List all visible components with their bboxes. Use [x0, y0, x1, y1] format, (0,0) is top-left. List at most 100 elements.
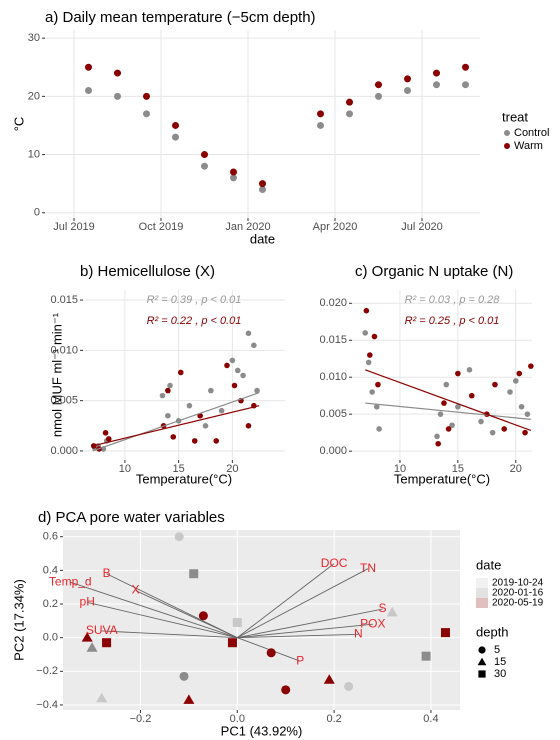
point [165, 412, 171, 419]
panel-title: d) PCA pore water variables [38, 509, 225, 526]
point [232, 618, 242, 628]
point [367, 352, 373, 358]
annotation: R² = 0.39 , p < 0.01 [147, 294, 242, 306]
point [251, 342, 257, 349]
trend-line [365, 402, 531, 420]
point [492, 381, 498, 388]
loading-label: X [132, 583, 140, 597]
point [172, 121, 179, 129]
point [86, 642, 98, 652]
annotation: R² = 0.25 , p < 0.01 [405, 315, 500, 327]
point [386, 606, 398, 617]
loading-vector [237, 623, 373, 639]
x-tick-label: 15 [452, 463, 464, 475]
point [445, 426, 452, 432]
point [177, 369, 184, 376]
point [159, 392, 166, 399]
point [462, 81, 469, 89]
y-tick-label: 0.000 [319, 445, 347, 457]
y-tick-label: 0.000 [50, 445, 78, 457]
legend-title: depth [476, 624, 509, 639]
loading-label: pH [80, 595, 95, 609]
x-tick-label: −0.2 [130, 713, 152, 725]
point [114, 92, 121, 100]
x-tick-label: Jul 2020 [401, 221, 443, 233]
point [167, 382, 173, 389]
point [344, 681, 354, 691]
point [231, 382, 238, 389]
point [437, 411, 444, 417]
point [105, 436, 112, 442]
legend-label: Warm [514, 140, 543, 152]
legend-label: 15 [494, 656, 506, 668]
x-tick-label: 0.4 [423, 713, 438, 725]
x-tick-label: 0.0 [230, 713, 245, 725]
point [201, 162, 208, 170]
point [466, 367, 473, 373]
legend-swatch [476, 598, 488, 608]
loading-label: P [296, 653, 304, 667]
point [208, 387, 214, 394]
point [518, 403, 525, 410]
legend-label: Control [514, 127, 549, 139]
point [191, 438, 198, 444]
point [404, 87, 411, 95]
point [240, 372, 246, 379]
x-tick-label: 15 [173, 463, 185, 475]
y-tick-label: 0.015 [50, 294, 78, 306]
x-tick-label: 20 [510, 463, 522, 475]
point [375, 92, 382, 100]
legend-label: 2019-10-24 [492, 578, 544, 589]
loading-label: B [103, 566, 111, 580]
point [433, 69, 440, 77]
point [528, 363, 534, 369]
point [421, 651, 431, 661]
point [323, 674, 335, 684]
annotation: R² = 0.22 , p < 0.01 [147, 315, 242, 327]
point [259, 180, 266, 188]
loading-vector [101, 630, 238, 639]
point [230, 168, 237, 176]
loading-label: POX [360, 616, 385, 630]
y-tick-label: 0.0 [43, 632, 58, 644]
loading-label: Temp_d [49, 574, 92, 588]
y-axis-label: PC2 (17.34%) [11, 579, 26, 661]
point [362, 330, 369, 336]
point [245, 422, 252, 429]
x-tick-label: 0.2 [326, 713, 341, 725]
y-axis-label: nmol MUF ml⁻¹ min⁻¹ [49, 312, 64, 437]
point [375, 81, 382, 89]
point [230, 174, 237, 182]
trend-line [92, 392, 260, 452]
y-tick-label: 10 [28, 148, 40, 160]
point [346, 98, 353, 106]
point [224, 362, 230, 369]
point [462, 63, 469, 71]
x-tick-label: Jan 2020 [225, 221, 270, 233]
x-axis-label: PC1 (43.92%) [221, 723, 303, 738]
point [371, 333, 378, 340]
point [375, 381, 381, 388]
loading-vector [237, 563, 335, 639]
legend-swatch [476, 578, 488, 588]
loading-label: N [354, 626, 363, 640]
y-tick-label: 20 [28, 90, 40, 102]
y-axis-label: °C [11, 117, 26, 132]
y-tick-label: −0.2 [36, 665, 58, 677]
point [102, 638, 112, 648]
point [96, 692, 108, 703]
trend-line [92, 405, 260, 447]
point [213, 438, 220, 444]
point [174, 532, 184, 542]
legend-title: treat [502, 109, 528, 124]
point [186, 402, 193, 409]
point [259, 185, 266, 193]
annotation: R² = 0.03 , p = 0.28 [405, 294, 501, 306]
legend-marker [504, 143, 510, 149]
x-tick-label: Jul 2019 [53, 221, 95, 233]
loading-label: TN [360, 561, 376, 575]
point [229, 357, 236, 364]
point [468, 392, 475, 399]
point [317, 110, 324, 118]
point [516, 370, 523, 377]
